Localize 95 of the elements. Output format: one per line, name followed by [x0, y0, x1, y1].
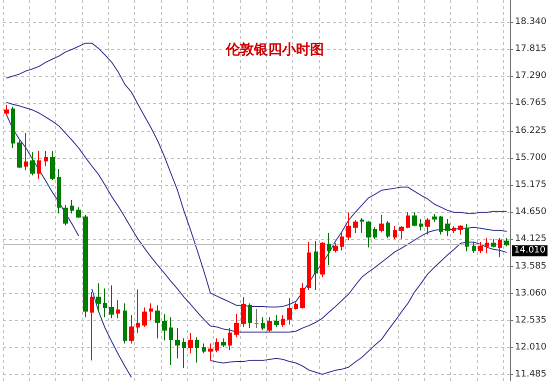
candlestick — [30, 152, 35, 176]
candlestick — [333, 242, 338, 253]
candlestick — [241, 296, 246, 328]
candlestick — [327, 232, 331, 266]
candlestick — [11, 106, 15, 149]
candlestick — [314, 240, 318, 290]
candlestick — [412, 212, 417, 227]
candlestick — [136, 288, 140, 334]
candlestick — [149, 302, 153, 321]
candlestick — [465, 224, 469, 252]
candlestick — [346, 212, 351, 241]
candlestick — [267, 316, 272, 333]
y-tick-label: 17.290 — [515, 71, 547, 82]
candlestick — [50, 150, 55, 180]
candlestick — [439, 215, 443, 235]
y-tick-label: 13.060 — [515, 288, 547, 299]
candlestick — [96, 282, 101, 313]
candlestick — [195, 336, 199, 363]
y-tick-label: 14.650 — [515, 206, 547, 217]
candlestick — [175, 328, 180, 359]
candlestick — [445, 218, 450, 237]
candlestick — [228, 328, 232, 351]
candlestick — [90, 292, 94, 361]
candlestick — [419, 218, 423, 231]
candlestick — [399, 226, 404, 240]
candlestick — [287, 298, 292, 325]
candlestick — [109, 284, 114, 319]
candlestick — [281, 314, 285, 328]
candlestick — [248, 302, 252, 329]
candlestick — [366, 220, 371, 248]
y-tick-label: 12.535 — [515, 316, 546, 326]
candlestick — [221, 338, 226, 348]
candlestick — [491, 238, 496, 248]
candlestick — [17, 140, 22, 169]
candlestick — [57, 168, 61, 214]
candlestick — [406, 212, 410, 229]
candlestick — [393, 226, 397, 240]
candlestick — [202, 342, 206, 354]
candlestick — [83, 214, 88, 318]
candlestick — [24, 132, 28, 171]
y-tick-label: 12.010 — [515, 342, 547, 353]
y-tick-label: 14.125 — [515, 234, 546, 244]
candlestick — [234, 314, 239, 338]
candlestick — [261, 316, 265, 331]
y-tick-label: 13.585 — [515, 262, 546, 272]
candlestick — [215, 338, 219, 353]
candlestick — [182, 338, 186, 369]
candlestick — [254, 308, 259, 329]
candlestick — [37, 150, 41, 180]
candlestick — [76, 206, 81, 219]
candlestick — [44, 150, 48, 167]
candlestick — [129, 314, 134, 344]
candlestick — [123, 302, 127, 344]
candlestick — [162, 314, 167, 341]
candlestick — [432, 213, 437, 223]
candlestick — [188, 332, 193, 354]
candlestick — [116, 300, 120, 319]
line-series — [6, 102, 508, 333]
y-tick-label: 16.225 — [515, 126, 546, 136]
candlestick — [478, 242, 483, 254]
candlestick — [70, 200, 74, 214]
text: 伦敦银四小时图 — [225, 41, 324, 58]
candlestick — [458, 224, 463, 235]
candlestick — [425, 218, 430, 235]
y-tick-label: 15.700 — [515, 152, 547, 163]
candlestick — [472, 242, 476, 254]
candlestick — [452, 226, 456, 234]
candlestick — [320, 242, 325, 278]
candlestick — [208, 342, 213, 361]
y-tick-label: 18.340 — [515, 17, 547, 28]
candlestick — [353, 220, 358, 234]
candlestick — [379, 214, 384, 233]
candlestick — [294, 302, 298, 310]
y-tick-label: 16.765 — [515, 98, 546, 108]
candlestick — [307, 242, 311, 290]
candlestick — [142, 306, 147, 328]
candlestick — [504, 238, 509, 247]
ref-line-label: 14.010 — [514, 246, 546, 256]
line-series — [6, 42, 508, 308]
candlestick — [340, 232, 344, 251]
candlestick — [155, 304, 160, 339]
candlestick — [274, 314, 279, 328]
y-tick-label: 15.175 — [515, 180, 546, 190]
candlestick — [386, 220, 390, 239]
candlestick — [373, 226, 377, 240]
candlestick — [169, 316, 173, 366]
candlestick — [4, 104, 9, 116]
candlestick — [485, 238, 489, 254]
candlestick — [63, 204, 68, 226]
candlestick — [103, 288, 107, 318]
candlestick — [360, 218, 364, 234]
candlestick — [498, 238, 502, 258]
y-tick-label: 11.485 — [515, 370, 546, 380]
candlestick — [300, 282, 305, 309]
y-tick-label: 17.815 — [515, 44, 546, 54]
